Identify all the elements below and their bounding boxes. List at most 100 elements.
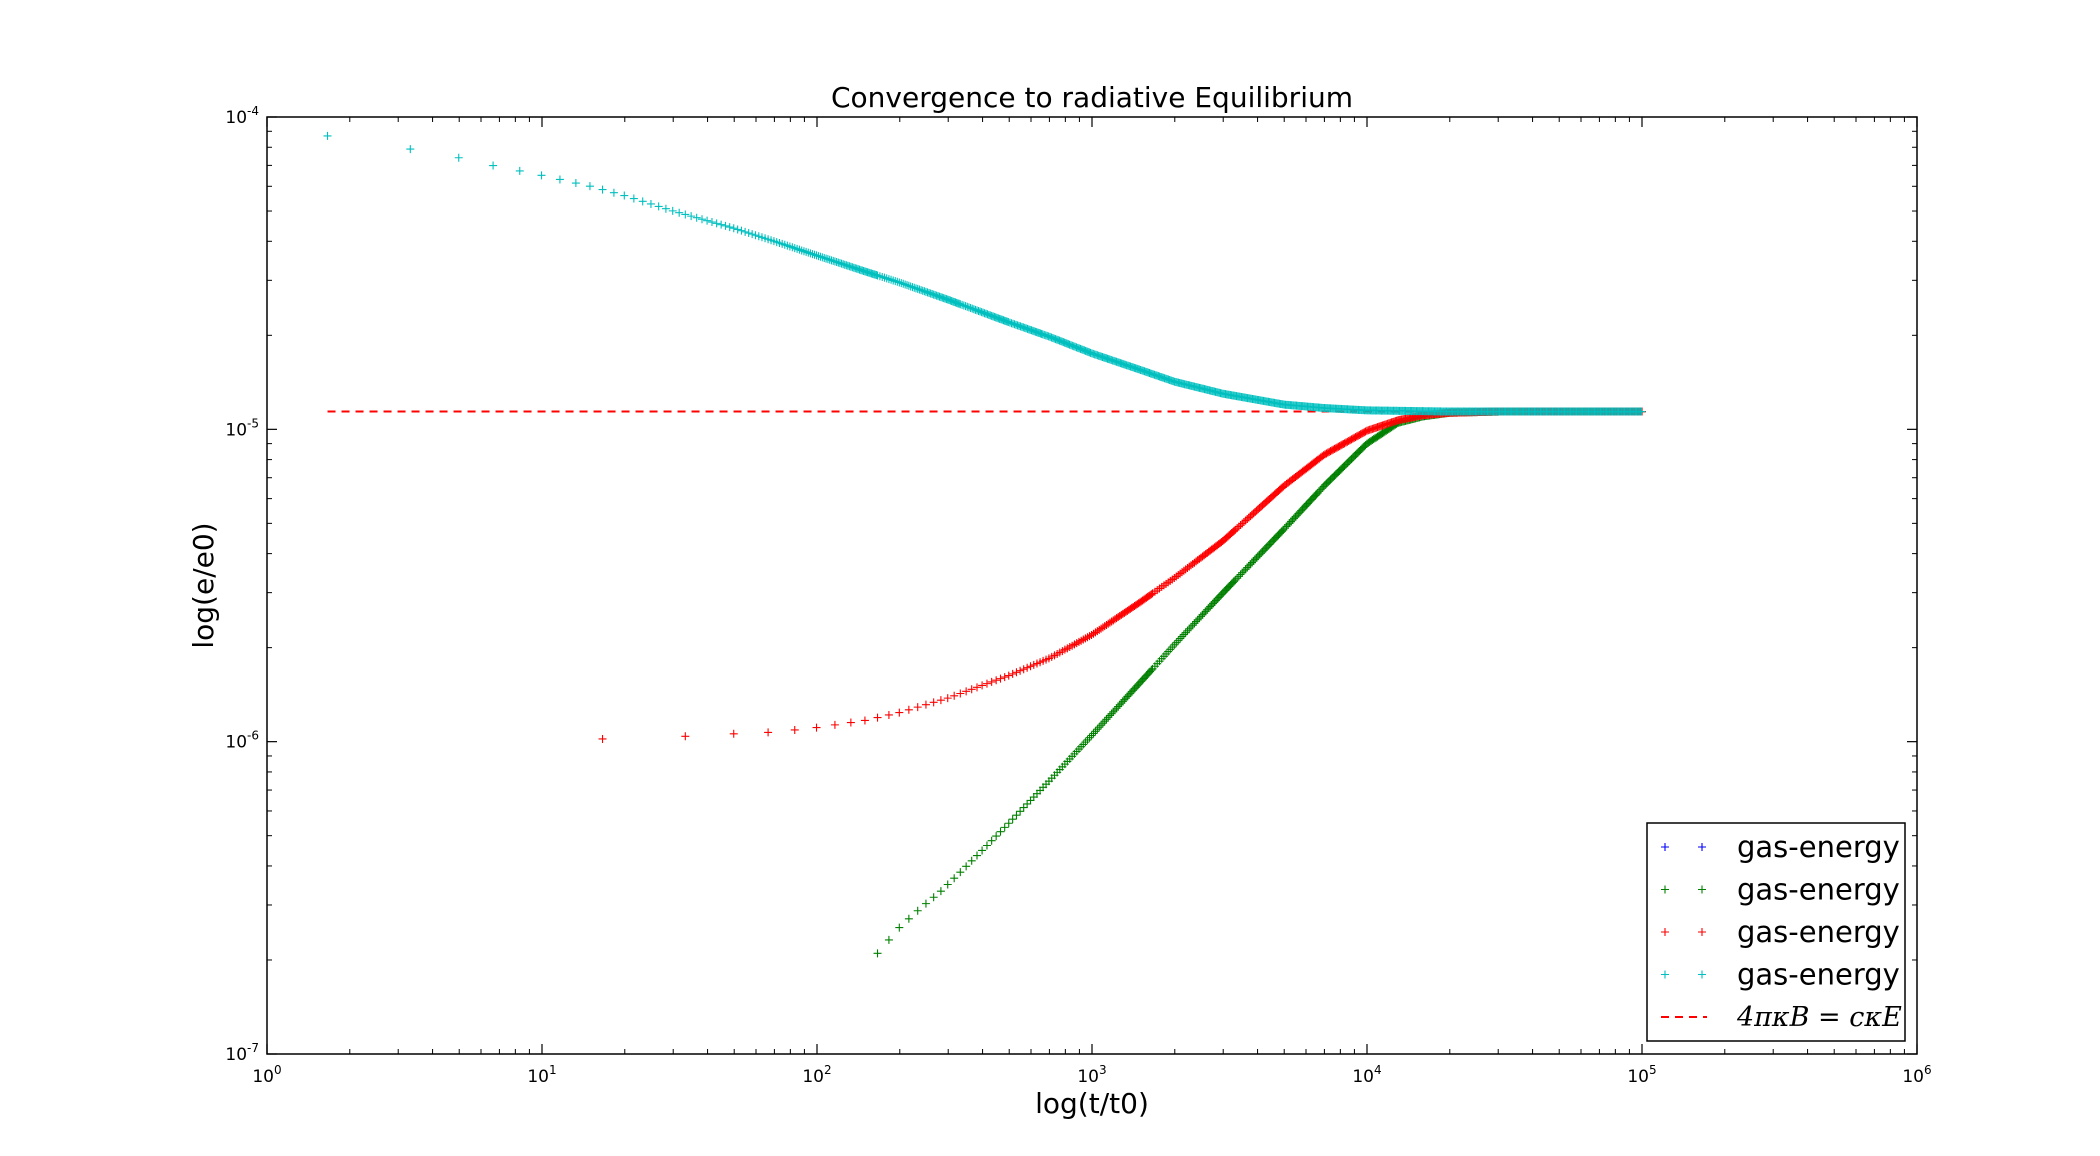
x-tick-label: 106 <box>1902 1063 1931 1087</box>
series-2-marker <box>1026 662 1035 671</box>
series-2-marker <box>764 728 773 737</box>
series-3-marker <box>454 153 463 162</box>
series-3-marker <box>910 283 919 292</box>
series-3-marker <box>698 215 707 224</box>
legend-label: gas-energy <box>1737 873 1900 907</box>
series-2-marker <box>1023 663 1032 672</box>
series-1-marker <box>936 887 945 896</box>
series-1-marker <box>1095 723 1104 732</box>
series-1-marker <box>921 899 930 908</box>
series-3-marker <box>816 252 825 261</box>
series-2-marker <box>978 681 987 690</box>
series-3-marker <box>675 208 684 217</box>
series-3-marker <box>917 286 926 295</box>
series-3-marker <box>406 145 415 154</box>
series-2-marker <box>1004 671 1013 680</box>
legend-marker <box>1661 928 1669 936</box>
series-3-marker <box>654 202 663 211</box>
series-1-marker <box>1089 729 1098 738</box>
series-1-marker <box>873 949 882 958</box>
series-1-marker <box>1093 725 1102 734</box>
series-1-marker <box>1083 735 1092 744</box>
legend-marker <box>1698 843 1706 851</box>
series-3-marker <box>830 257 839 266</box>
series-3-marker <box>964 303 973 312</box>
series-3-marker <box>829 256 838 265</box>
series-3-marker <box>555 175 564 184</box>
series-2-marker <box>1079 635 1088 644</box>
series-3-marker <box>489 161 498 170</box>
series-1-marker <box>1004 819 1013 828</box>
series-1-marker <box>1091 727 1100 736</box>
series-3-marker <box>806 249 815 258</box>
series-1-marker <box>1241 565 1250 574</box>
legend-marker <box>1661 843 1669 851</box>
series-3-marker <box>609 188 618 197</box>
series-3-marker <box>956 300 965 309</box>
series-1-marker <box>1238 568 1247 577</box>
legend-marker <box>1661 970 1669 979</box>
y-tick-label: 10-6 <box>225 729 259 753</box>
series-1-marker <box>1233 574 1242 583</box>
series-3-marker <box>712 219 721 228</box>
series-2-marker <box>943 694 952 703</box>
series-1-marker <box>913 906 922 915</box>
series-3-marker <box>915 285 924 294</box>
series-1-marker <box>1016 807 1025 816</box>
series-3-marker <box>825 255 834 264</box>
series-3-marker <box>903 281 912 290</box>
series-2-marker <box>967 685 976 694</box>
series-2-marker <box>830 720 839 729</box>
series-3-marker <box>904 281 913 290</box>
series-3-marker <box>799 247 808 256</box>
series-3-marker <box>908 283 917 292</box>
x-tick-label: 100 <box>252 1063 281 1087</box>
series-3-marker <box>961 302 970 311</box>
series-1-marker <box>1109 707 1118 716</box>
series-3-marker <box>741 227 750 236</box>
series-1-marker <box>1193 615 1202 624</box>
series-3-marker <box>901 280 910 289</box>
legend-marker <box>1698 928 1706 936</box>
x-axis-label: log(t/t0) <box>1035 1087 1149 1120</box>
series-3-marker <box>620 191 629 200</box>
series-1-marker <box>1147 666 1156 675</box>
legend-marker <box>1661 885 1669 894</box>
series-1-marker <box>1176 634 1185 643</box>
series-1-marker <box>1105 711 1114 720</box>
series-3-marker <box>823 255 832 264</box>
ticks-layer: 100 101 102 103 104 105 106 10-4 10-5 10-6 10-7 <box>225 104 1931 1087</box>
series-3-marker <box>959 301 968 310</box>
series-2-marker <box>812 723 821 732</box>
series-3-marker <box>687 212 696 221</box>
series-1-marker <box>1170 640 1179 649</box>
series-3-marker <box>818 253 827 262</box>
series-1-marker <box>992 832 1001 841</box>
data-layer <box>323 131 1646 958</box>
series-3-marker <box>638 197 647 206</box>
series-1-marker <box>956 868 965 877</box>
series-2-marker <box>873 713 882 722</box>
series-2-marker <box>1008 669 1017 678</box>
series-3-marker <box>681 210 690 219</box>
series-2-marker <box>982 679 991 688</box>
series-1-marker <box>1097 721 1106 730</box>
series-3-marker <box>703 216 712 225</box>
series-3-marker <box>729 224 738 233</box>
plot-area: 100 101 102 103 104 105 106 10-4 10-5 10-6 10-7 <box>225 104 1931 1087</box>
series-1-marker <box>973 851 982 860</box>
series-2-marker <box>846 718 855 727</box>
legend-label: gas-energy <box>1737 915 1900 949</box>
series-1-marker <box>1239 566 1248 575</box>
series-3-marker <box>804 248 813 257</box>
series-3-marker <box>1637 407 1646 416</box>
series-3-marker <box>646 199 655 208</box>
series-3-marker <box>717 220 726 229</box>
y-tick-label: 10-7 <box>225 1041 259 1065</box>
series-2-marker <box>992 676 1001 685</box>
legend-marker <box>1698 970 1706 979</box>
series-3-marker <box>899 279 908 288</box>
legend-label: gas-energy <box>1737 958 1900 992</box>
series-2-marker <box>1016 666 1025 675</box>
